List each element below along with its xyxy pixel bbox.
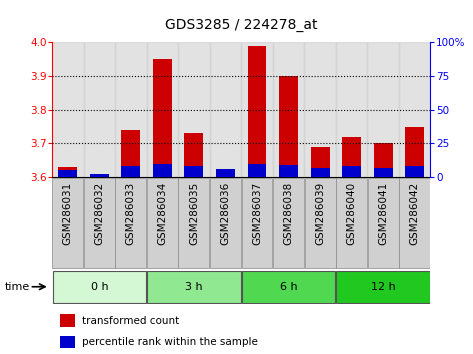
Bar (153, 164, 172, 177)
FancyBboxPatch shape (84, 178, 115, 268)
Text: 3 h: 3 h (185, 282, 203, 292)
FancyBboxPatch shape (147, 271, 241, 303)
Bar (60, 314, 75, 327)
Bar (374, 143, 393, 177)
Bar (52, 42, 84, 177)
Bar (122, 130, 140, 177)
Bar (374, 167, 393, 177)
Text: GSM286036: GSM286036 (220, 182, 230, 245)
Bar (342, 137, 361, 177)
Text: GSM286037: GSM286037 (252, 182, 262, 245)
Bar (90, 174, 109, 177)
Text: GSM286040: GSM286040 (347, 182, 357, 245)
Bar (216, 169, 235, 177)
Bar (84, 42, 115, 177)
FancyBboxPatch shape (210, 178, 241, 268)
Text: 12 h: 12 h (371, 282, 395, 292)
Text: GSM286032: GSM286032 (94, 182, 105, 245)
Bar (368, 42, 399, 177)
Bar (304, 42, 336, 177)
FancyBboxPatch shape (336, 271, 430, 303)
Bar (60, 336, 75, 348)
Bar (115, 42, 147, 177)
Bar (247, 46, 266, 177)
Bar (216, 170, 235, 177)
Bar (178, 42, 210, 177)
Text: GDS3285 / 224278_at: GDS3285 / 224278_at (165, 18, 317, 32)
FancyBboxPatch shape (53, 178, 83, 268)
Bar (241, 42, 273, 177)
Text: GSM286031: GSM286031 (63, 182, 73, 245)
Text: GSM286033: GSM286033 (126, 182, 136, 245)
Text: percentile rank within the sample: percentile rank within the sample (82, 337, 258, 347)
Bar (153, 59, 172, 177)
Bar (336, 42, 368, 177)
Text: GSM286039: GSM286039 (315, 182, 325, 245)
Text: time: time (5, 282, 30, 292)
Bar (184, 133, 203, 177)
Bar (210, 42, 241, 177)
Bar (279, 76, 298, 177)
Bar (342, 166, 361, 177)
Text: transformed count: transformed count (82, 316, 180, 326)
Text: GSM286041: GSM286041 (378, 182, 388, 245)
FancyBboxPatch shape (178, 178, 210, 268)
Bar (279, 165, 298, 177)
Text: GSM286034: GSM286034 (158, 182, 167, 245)
Bar (273, 42, 304, 177)
Bar (311, 167, 330, 177)
FancyBboxPatch shape (147, 178, 178, 268)
FancyBboxPatch shape (273, 178, 304, 268)
FancyBboxPatch shape (115, 178, 146, 268)
Text: 0 h: 0 h (90, 282, 108, 292)
Bar (311, 147, 330, 177)
Text: GSM286042: GSM286042 (410, 182, 420, 245)
FancyBboxPatch shape (305, 178, 335, 268)
FancyBboxPatch shape (242, 271, 335, 303)
Bar (399, 42, 430, 177)
Bar (58, 170, 77, 177)
Bar (184, 166, 203, 177)
FancyBboxPatch shape (399, 178, 430, 268)
Bar (58, 167, 77, 177)
FancyBboxPatch shape (336, 178, 367, 268)
Text: 6 h: 6 h (280, 282, 298, 292)
Bar (405, 127, 424, 177)
FancyBboxPatch shape (53, 271, 146, 303)
FancyBboxPatch shape (242, 178, 272, 268)
Bar (122, 166, 140, 177)
Text: GSM286038: GSM286038 (283, 182, 294, 245)
FancyBboxPatch shape (368, 178, 399, 268)
Bar (247, 164, 266, 177)
Bar (405, 166, 424, 177)
Bar (147, 42, 178, 177)
Text: GSM286035: GSM286035 (189, 182, 199, 245)
